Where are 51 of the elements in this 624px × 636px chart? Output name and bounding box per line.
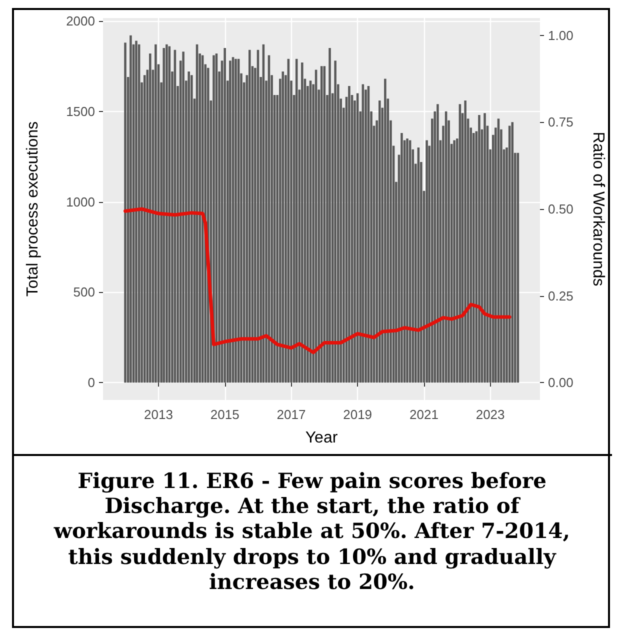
bar: [511, 122, 514, 383]
y-axis-title: Total process executions: [24, 121, 42, 297]
x-axis-title: Year: [305, 430, 338, 446]
bar: [190, 75, 193, 383]
bar: [400, 133, 403, 383]
bar: [154, 44, 157, 383]
bar: [348, 86, 350, 383]
bar: [436, 104, 439, 383]
x-tick-label: 2017: [276, 407, 306, 422]
y-tick-label: 2000: [66, 13, 95, 28]
caption: Figure 11. ER6 - Few pain scores before Discharge. At the start, the ratio of workarounds is stable at 50%. After 7-2014, this suddenly drops to 10% and gradually increases to 20%.: [52, 468, 572, 594]
x-tick-label: 2019: [343, 407, 372, 422]
bar: [328, 48, 331, 383]
y2-tick-label: 1.00: [548, 28, 574, 43]
x-tick-label: 2021: [410, 407, 438, 422]
y2-tick-label: 0.00: [548, 375, 574, 390]
bar: [484, 113, 486, 383]
bar: [149, 53, 152, 383]
bar: [453, 140, 456, 383]
bar: [124, 42, 126, 383]
bar: [166, 44, 168, 383]
bar: [426, 140, 428, 383]
bar: [384, 78, 386, 383]
bar: [212, 55, 215, 383]
y-tick-label: 500: [73, 284, 95, 300]
bar: [406, 138, 408, 383]
y2-tick-label: 0.50: [548, 202, 574, 216]
bar: [334, 60, 336, 383]
x-tick-label: 2015: [210, 407, 240, 422]
bar: [229, 60, 232, 383]
x-tick-label: 2023: [476, 407, 505, 422]
bar: [188, 72, 190, 383]
line-series: [124, 207, 512, 354]
bar: [248, 50, 251, 383]
y-tick-label: 0: [88, 375, 95, 390]
bar: [301, 62, 304, 383]
bar: [378, 100, 381, 383]
y2-tick-label: 0.75: [548, 114, 574, 130]
bar: [130, 35, 132, 383]
bar: [162, 48, 166, 383]
x-tick-label: 2013: [144, 407, 173, 422]
y2-axis-title: Ratio of Workarounds: [590, 132, 606, 286]
bar: [224, 48, 226, 383]
bar: [135, 40, 138, 383]
y-tick-label: 1500: [66, 104, 95, 119]
bar: [182, 52, 184, 383]
bar: [234, 58, 237, 383]
y2-tick-label: 0.25: [548, 288, 574, 304]
bar: [464, 100, 466, 383]
bar: [478, 114, 480, 383]
y-tick-label: 1000: [66, 194, 95, 210]
